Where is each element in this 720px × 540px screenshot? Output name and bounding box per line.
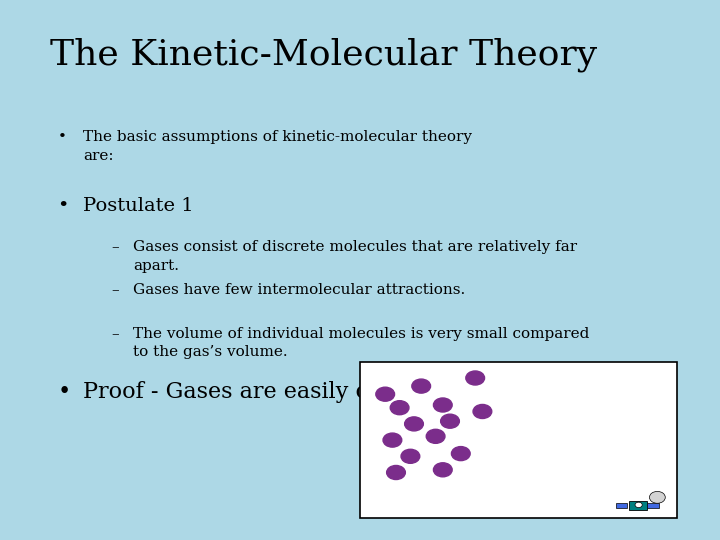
Circle shape (649, 491, 665, 503)
Circle shape (451, 447, 470, 461)
Text: The basic assumptions of kinetic-molecular theory
are:: The basic assumptions of kinetic-molecul… (83, 130, 472, 163)
Text: •: • (58, 381, 71, 403)
Circle shape (412, 379, 431, 393)
Text: The Kinetic-Molecular Theory: The Kinetic-Molecular Theory (50, 38, 598, 72)
Circle shape (466, 371, 485, 385)
Text: –: – (112, 240, 120, 254)
Circle shape (401, 449, 420, 463)
Bar (629, 501, 647, 510)
Bar (616, 503, 627, 508)
Circle shape (433, 463, 452, 477)
Circle shape (433, 398, 452, 412)
Circle shape (376, 387, 395, 401)
Circle shape (441, 414, 459, 428)
Circle shape (473, 404, 492, 418)
Circle shape (387, 465, 405, 480)
Text: •: • (58, 130, 66, 144)
Text: •: • (58, 197, 69, 215)
Text: Gases consist of discrete molecules that are relatively far
apart.: Gases consist of discrete molecules that… (133, 240, 577, 273)
Text: Proof - Gases are easily compressible.: Proof - Gases are easily compressible. (83, 381, 512, 403)
Text: Gases have few intermolecular attractions.: Gases have few intermolecular attraction… (133, 284, 465, 298)
Text: The volume of individual molecules is very small compared
to the gas’s volume.: The volume of individual molecules is ve… (133, 327, 590, 359)
Circle shape (635, 502, 642, 508)
Text: –: – (112, 327, 120, 341)
Text: –: – (112, 284, 120, 298)
Circle shape (405, 417, 423, 431)
Circle shape (390, 401, 409, 415)
FancyBboxPatch shape (360, 362, 677, 518)
Circle shape (383, 433, 402, 447)
Bar (647, 503, 659, 508)
Circle shape (426, 429, 445, 443)
Text: Postulate 1: Postulate 1 (83, 197, 194, 215)
